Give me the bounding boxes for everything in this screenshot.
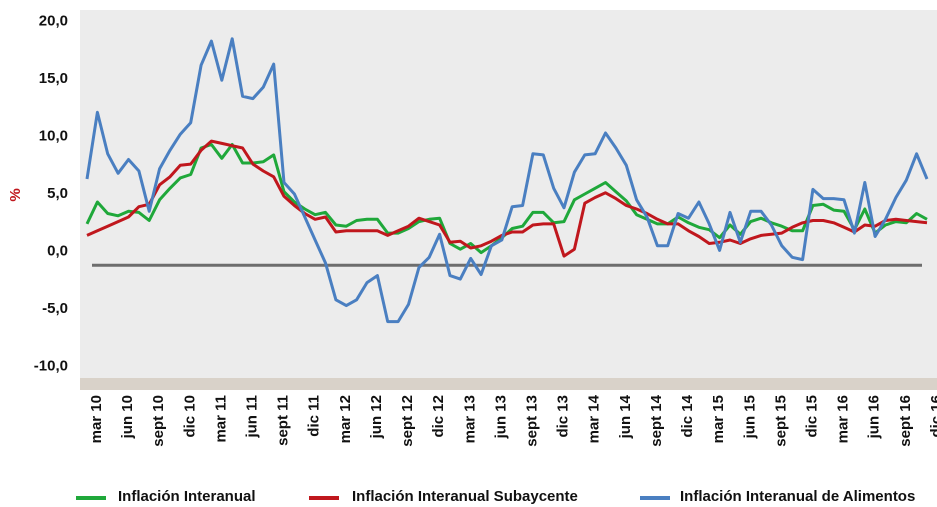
x-tick-label: dic 10	[181, 395, 198, 438]
y-axis-label: %	[7, 188, 24, 201]
x-tick-label: mar 10	[88, 395, 105, 443]
data-line	[85, 37, 929, 324]
x-tick-label: mar 16	[835, 395, 852, 443]
x-tick-label: dic 11	[306, 395, 323, 437]
y-tick-label: 20,0	[39, 12, 68, 29]
x-tick-label: mar 12	[337, 395, 354, 443]
x-tick-label: mar 14	[586, 394, 603, 443]
x-tick-label: sept 11	[275, 395, 292, 446]
y-tick-label: 0,0	[47, 242, 68, 259]
x-tick-label: dic 16	[928, 395, 937, 438]
x-tick-label: sept 14	[648, 394, 665, 446]
y-tick-label: -10,0	[34, 357, 68, 374]
x-axis-band	[80, 378, 937, 390]
x-tick-label: sept 16	[897, 395, 914, 447]
x-tick-label: jun 12	[368, 395, 385, 439]
x-tick-label: mar 13	[461, 395, 478, 443]
x-tick-label: jun 16	[866, 395, 883, 439]
legend-label: Inflación Interanual	[118, 488, 256, 505]
x-tick-label: sept 13	[524, 395, 541, 447]
x-tick-label: jun 10	[119, 395, 136, 439]
x-tick-label: mar 15	[710, 395, 727, 443]
x-tick-label: dic 14	[679, 394, 696, 437]
y-tick-label: 5,0	[47, 185, 68, 202]
x-tick-label: dic 15	[804, 395, 821, 438]
x-tick-label: sept 10	[150, 395, 167, 447]
x-tick-label: sept 15	[772, 395, 789, 447]
x-tick-label: dic 13	[555, 395, 572, 438]
data-line	[86, 139, 928, 258]
x-tick-label: jun 14	[617, 394, 634, 439]
plot-area	[80, 10, 937, 378]
y-tick-label: 10,0	[39, 127, 68, 144]
x-tick-label: sept 12	[399, 395, 416, 447]
legend-label: Inflación Interanual Subaycente	[352, 488, 578, 505]
x-tick-label: dic 12	[430, 395, 447, 438]
x-tick-label: jun 13	[492, 395, 509, 439]
x-tick-label: jun 11	[244, 395, 261, 439]
y-tick-label: -5,0	[42, 300, 68, 317]
y-tick-label: 15,0	[39, 70, 68, 87]
x-tick-label: jun 15	[741, 395, 758, 439]
x-tick-label: mar 11	[212, 395, 229, 443]
legend-label: Inflación Interanual de Alimentos	[680, 488, 915, 505]
